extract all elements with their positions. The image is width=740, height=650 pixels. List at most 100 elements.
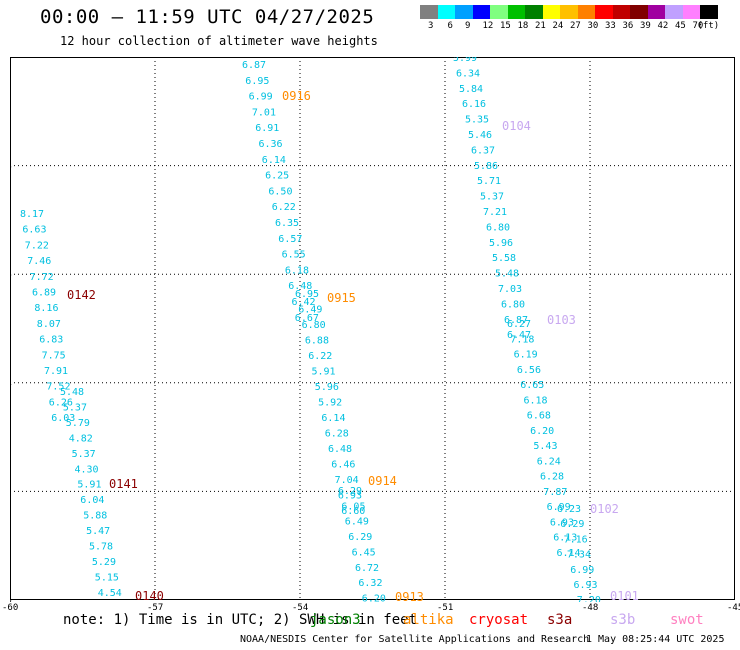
scale-swatch bbox=[525, 5, 543, 19]
satellite-swot: swot bbox=[670, 612, 704, 628]
wave-height-value: 6.95 bbox=[245, 76, 269, 87]
scale-label: 9 bbox=[465, 21, 471, 31]
scale-swatch bbox=[420, 5, 438, 19]
wave-height-value: 6.63 bbox=[22, 225, 46, 236]
wave-height-value: 5.79 bbox=[66, 418, 90, 429]
scale-label: 24 bbox=[552, 21, 564, 31]
wave-height-value: 6.87 bbox=[242, 60, 266, 71]
lat-tick-label: 26 bbox=[10, 270, 12, 279]
pass-label: 0101 bbox=[610, 589, 639, 602]
wave-height-value: 7.18 bbox=[510, 334, 534, 345]
wave-height-value: 6.18 bbox=[285, 265, 309, 276]
wave-height-value: 5.29 bbox=[92, 557, 116, 568]
scale-label: 18 bbox=[517, 21, 529, 31]
wave-height-value: 6.47 bbox=[507, 330, 531, 341]
wave-height-value: 6.03 bbox=[51, 413, 75, 424]
wave-height-value: 6.80 bbox=[486, 222, 510, 233]
scale-swatch bbox=[560, 5, 578, 19]
scale-label: 70 bbox=[692, 21, 704, 31]
scale-label: 42 bbox=[657, 21, 669, 31]
wave-height-value: 6.49 bbox=[345, 517, 369, 528]
wave-height-value: 6.14 bbox=[557, 548, 581, 559]
wave-height-value: 5.96 bbox=[315, 382, 339, 393]
wave-height-value: 5.91 bbox=[312, 367, 336, 378]
pass-label: 0103 bbox=[547, 313, 576, 327]
wave-height-value: 5.58 bbox=[492, 253, 516, 264]
wave-height-value: 6.95 bbox=[295, 289, 319, 300]
wave-height-value: 6.29 bbox=[560, 519, 584, 530]
wave-height-value: 6.24 bbox=[537, 456, 561, 467]
wave-height-value: 7.52 bbox=[46, 382, 70, 393]
lat-tick-label: 22 bbox=[10, 487, 12, 496]
scale-label: 27 bbox=[570, 21, 581, 31]
scale-label: 6 bbox=[447, 21, 453, 31]
wave-height-value: 6.29 bbox=[338, 486, 362, 497]
scale-swatch bbox=[647, 5, 665, 19]
page-subtitle: 12 hour collection of altimeter wave hei… bbox=[60, 34, 378, 48]
scale-swatch bbox=[682, 5, 700, 19]
lat-tick-label: 30 bbox=[10, 57, 12, 62]
wave-height-value: 6.16 bbox=[462, 99, 486, 110]
wave-height-value: 6.26 bbox=[49, 397, 73, 408]
wave-height-value: 5.48 bbox=[60, 387, 84, 398]
pass-label: 0916 bbox=[282, 89, 311, 103]
pass-label: 0913 bbox=[395, 590, 424, 602]
wave-height-value: 4.54 bbox=[98, 588, 122, 599]
wave-height-value: 5.96 bbox=[489, 238, 513, 249]
satellite-s3b: s3b bbox=[610, 612, 636, 628]
pass-label: 0915 bbox=[327, 291, 356, 305]
wave-height-value: 6.80 bbox=[501, 299, 525, 310]
wave-height-value: 7.22 bbox=[25, 240, 49, 251]
wave-height-value: 6.48 bbox=[328, 444, 352, 455]
wave-height-value: 6.45 bbox=[352, 547, 376, 558]
scale-swatch bbox=[630, 5, 648, 19]
satellite-cryosat: cryosat bbox=[469, 612, 529, 628]
wave-height-value: 6.89 bbox=[32, 288, 56, 299]
lon-tick-label: -51 bbox=[437, 603, 454, 613]
wave-height-value: 6.55 bbox=[282, 250, 306, 261]
scale-swatch bbox=[612, 5, 630, 19]
wave-height-value: 7.03 bbox=[498, 284, 522, 295]
lat-tick-label: 28 bbox=[10, 162, 12, 171]
wave-height-value: 5.91 bbox=[77, 480, 101, 491]
wave-height-value: 5.84 bbox=[459, 84, 483, 95]
wave-height-value: 6.99 bbox=[249, 92, 273, 103]
wave-height-value: 6.13 bbox=[553, 533, 577, 544]
wave-height-value: 4.30 bbox=[75, 464, 99, 475]
lat-tick-label: 24 bbox=[10, 379, 12, 388]
wave-height-value: 5.37 bbox=[72, 449, 96, 460]
wave-height-value: 6.14 bbox=[321, 413, 345, 424]
wave-height-value: 6.48 bbox=[288, 281, 312, 292]
map-canvas: 20 22 24 26 28 30 8.17 6.63 7.22 7.46 7.72 6.89 8.16… bbox=[10, 57, 735, 602]
wave-height-value: 5.15 bbox=[95, 572, 119, 583]
wave-height-value: 6.60 bbox=[341, 506, 365, 517]
wave-height-value: 6.36 bbox=[259, 139, 283, 150]
scale-unit: (ft) bbox=[697, 21, 720, 31]
page-title: 00:00 — 11:59 UTC 04/27/2025 bbox=[40, 6, 375, 28]
wave-height-value: 6.18 bbox=[524, 395, 548, 406]
scale-swatch bbox=[455, 5, 473, 19]
scale-label: 3 bbox=[428, 21, 434, 31]
lon-tick-label: -57 bbox=[147, 603, 164, 613]
wave-height-value: 6.93 bbox=[550, 517, 574, 528]
wave-height-value: 6.46 bbox=[331, 460, 355, 471]
scale-swatch bbox=[507, 5, 525, 19]
wave-height-value: 6.93 bbox=[574, 580, 598, 591]
wave-height-value: 7.91 bbox=[44, 366, 68, 377]
scale-swatch bbox=[490, 5, 508, 19]
wave-height-value: 5.78 bbox=[89, 542, 113, 553]
wave-height-value: 7.04 bbox=[335, 475, 359, 486]
wave-height-value: 6.88 bbox=[305, 336, 329, 347]
wave-height-value: 6.42 bbox=[292, 297, 316, 308]
wave-height-value: 6.27 bbox=[507, 319, 531, 330]
scale-swatch bbox=[595, 5, 613, 19]
wave-height-value: 6.99 bbox=[570, 565, 594, 576]
scale-swatch bbox=[577, 5, 595, 19]
scale-swatch bbox=[542, 5, 560, 19]
wave-height-map: 20 22 24 26 28 30 8.17 6.63 7.22 7.46 7.72 6.89 8.16… bbox=[10, 57, 735, 602]
scale-label: 30 bbox=[587, 21, 599, 31]
wave-height-value: 5.46 bbox=[468, 130, 492, 141]
wave-height-value: 7.46 bbox=[27, 256, 51, 267]
timestamp-text: 1 May 08:25:44 UTC 2025 bbox=[586, 634, 725, 645]
wave-height-value: 6.20 bbox=[530, 426, 554, 437]
